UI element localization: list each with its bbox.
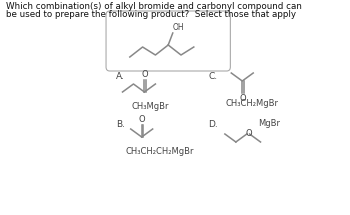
Text: O: O <box>239 94 246 103</box>
Text: A.: A. <box>116 72 125 81</box>
Text: CH₃CH₂CH₂MgBr: CH₃CH₂CH₂MgBr <box>125 147 194 156</box>
Text: O: O <box>246 129 253 138</box>
Text: OH: OH <box>173 23 184 32</box>
Text: be used to prepare the following product?  Select those that apply: be used to prepare the following product… <box>6 10 296 19</box>
Text: C.: C. <box>208 72 218 81</box>
Text: O: O <box>142 70 148 79</box>
FancyBboxPatch shape <box>106 11 230 71</box>
Text: O: O <box>139 115 146 124</box>
Text: MgBr: MgBr <box>258 119 280 128</box>
Text: CH₃MgBr: CH₃MgBr <box>132 102 169 111</box>
Text: D.: D. <box>208 120 218 129</box>
Text: Which combination(s) of alkyl bromide and carbonyl compound can: Which combination(s) of alkyl bromide an… <box>6 2 302 11</box>
Text: CH₃CH₂MgBr: CH₃CH₂MgBr <box>226 99 279 108</box>
Text: B.: B. <box>116 120 125 129</box>
